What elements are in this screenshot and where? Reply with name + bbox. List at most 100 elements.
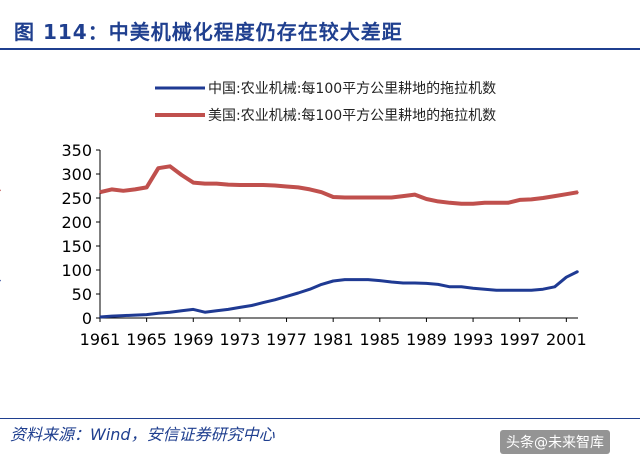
data-point [530,289,533,291]
x-tick-label: 1969 [173,330,214,349]
data-point [262,184,265,186]
chart-series [0,164,579,319]
x-tick-label: 1965 [126,330,167,349]
data-point [332,196,334,198]
data-point [413,282,416,284]
data-point [122,314,125,317]
data-point [402,195,404,197]
data-point [227,183,230,186]
y-tick-label: 0 [82,309,92,328]
chart-axes: 0 50 100 150 200 250 300 350 1961 1965 1969 1973 197… [61,141,586,349]
data-point [320,191,323,194]
data-point [577,191,579,194]
y-tick-label: 250 [61,189,92,208]
data-point [495,202,498,204]
data-point [344,278,346,281]
data-point [413,193,416,196]
data-point [402,282,404,284]
data-point [448,202,451,204]
y-tick-label: 50 [72,285,92,304]
x-tick-label: 1977 [266,330,307,349]
series-line-china [99,270,579,319]
data-point [355,196,358,199]
figure-title: 图 114：中美机械化程度仍存在较大差距 [14,20,403,44]
data-point [565,276,568,279]
data-point [553,195,556,197]
x-tick-label: 1989 [406,330,447,349]
data-point [0,279,1,282]
x-tick-label: 1981 [313,330,354,349]
x-tick-label: 2001 [546,330,587,349]
data-point [437,200,439,203]
data-point [250,184,253,186]
data-point [518,199,521,201]
data-point [227,308,230,311]
data-point [530,198,533,201]
data-point [367,278,369,281]
data-point [518,289,521,291]
x-tick-label: 1973 [220,330,261,349]
data-point [122,190,125,192]
data-point [285,295,288,298]
data-point [285,185,288,188]
data-point [297,292,299,294]
data-point [472,202,474,205]
data-point [215,182,218,185]
data-point [483,288,486,291]
data-point [180,310,183,312]
data-point [157,312,160,315]
data-point [425,282,428,285]
data-point [0,189,1,192]
data-point [379,279,381,282]
data-point [239,306,241,309]
y-tick-label: 150 [61,237,92,256]
data-point [437,283,439,286]
data-point [379,196,381,199]
data-point [425,198,428,200]
x-tick-label: 1961 [80,330,121,349]
data-point [297,186,299,189]
data-point [577,270,579,273]
data-point [507,202,509,204]
data-point [134,188,136,191]
data-point [99,316,101,318]
data-point [355,278,358,281]
y-tick-label: 300 [61,165,92,184]
data-point [134,314,136,316]
data-point [320,283,323,286]
data-point [553,286,556,288]
data-point [274,184,276,187]
data-point [507,289,509,291]
data-point [542,288,544,291]
legend: 中国:农业机械:每100平方公里耕地的拖拉机数美国:农业机械:每100平方公里耕… [155,80,496,124]
data-point [460,286,463,288]
data-point [344,196,346,199]
data-point [274,298,276,301]
data-point [157,167,160,170]
data-point [309,288,311,291]
y-tick-label: 200 [61,213,92,232]
data-point [483,202,486,204]
legend-label: 美国:农业机械:每100平方公里耕地的拖拉机数 [208,107,496,124]
data-point [239,184,241,186]
data-point [180,174,183,176]
x-tick-label: 1985 [359,330,400,349]
source-divider [0,418,640,419]
data-point [169,311,171,314]
data-point [390,281,393,283]
legend-label: 中国:农业机械:每100平方公里耕地的拖拉机数 [208,80,496,97]
data-point [250,304,253,307]
data-point [565,193,568,195]
data-point [204,311,206,314]
data-point [542,197,544,199]
x-tick-label: 1993 [453,330,494,349]
data-point [448,286,451,288]
data-point [192,308,195,311]
x-tick-label: 1997 [499,330,540,349]
title-divider [0,48,640,50]
data-point [215,310,218,312]
data-point [192,181,195,184]
series-line-usa [99,164,579,206]
data-point [204,182,206,185]
